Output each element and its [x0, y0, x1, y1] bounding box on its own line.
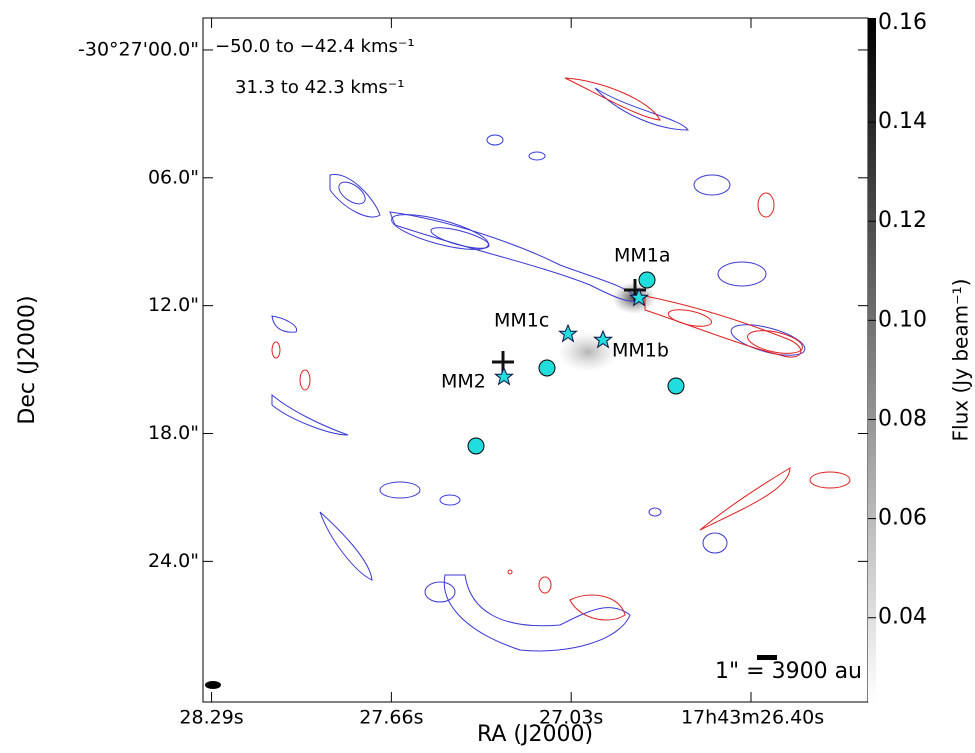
y-tick-label: -30°27'00.0" [78, 38, 199, 60]
source-label: MM1a [614, 245, 671, 267]
colorbar-tick-label: 0.12 [878, 208, 927, 233]
core-marker [667, 377, 685, 395]
sources: MM1a MM1b MM1c MM2 [441, 245, 685, 455]
x-tick-label: 27.66s [359, 707, 423, 729]
x-tick-label: 17h43m26.40s [681, 707, 824, 729]
y-tick-label: 06.0" [148, 166, 199, 188]
cross-marker [492, 279, 646, 373]
colorbar-tick-label: 0.10 [878, 307, 927, 332]
scale-label: 1" = 3900 au [715, 659, 862, 684]
legend-entry: −50.0 to −42.4 kms⁻¹ [215, 36, 415, 57]
y-tick-label: 12.0" [148, 294, 199, 316]
source-label: MM2 [441, 371, 486, 393]
core-marker [467, 437, 485, 455]
x-axis-label: RA (J2000) [477, 722, 593, 747]
source-label: MM1c [494, 310, 549, 332]
core-marker [638, 271, 656, 289]
x-tick-label: 27.03s [539, 707, 603, 729]
colorbar [868, 18, 876, 702]
beam [205, 681, 221, 689]
y-tick-label: 24.0" [148, 550, 199, 572]
colorbar-label: Flux (Jy beam⁻¹) [949, 279, 973, 442]
colorbar-tick-label: 0.08 [878, 406, 927, 431]
y-axis-label: Dec (J2000) [15, 295, 40, 424]
source-label: MM1b [612, 340, 669, 362]
plot-frame [202, 17, 869, 703]
red-contours [271, 77, 851, 621]
blue-contours [271, 87, 806, 652]
colorbar-tick-label: 0.14 [878, 109, 927, 134]
core-marker [538, 359, 556, 377]
y-tick-label: 18.0" [148, 422, 199, 444]
colorbar-tick-label: 0.04 [878, 605, 927, 630]
colorbar-tick-label: 0.06 [878, 506, 927, 531]
scale-bar [757, 655, 777, 660]
x-tick-label: 28.29s [179, 707, 243, 729]
colorbar-tick-label: 0.16 [878, 10, 927, 35]
legend-entry: 31.3 to 42.3 kms⁻¹ [235, 77, 404, 98]
